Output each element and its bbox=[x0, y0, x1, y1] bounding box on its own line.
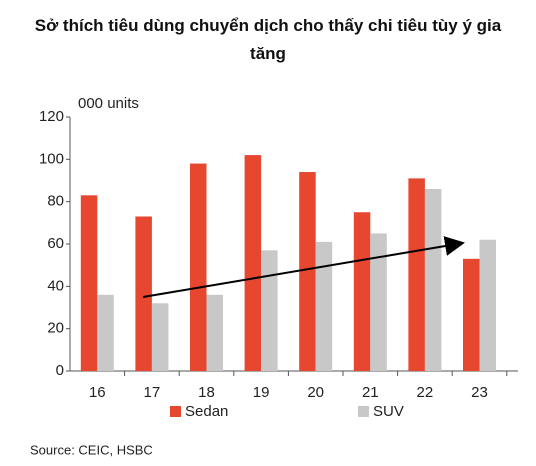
x-tick-label: 21 bbox=[362, 384, 379, 401]
bar bbox=[370, 233, 387, 371]
y-tick-label: 40 bbox=[47, 277, 64, 294]
bar bbox=[424, 188, 442, 371]
bar bbox=[408, 178, 425, 371]
x-tick-label: 20 bbox=[307, 384, 324, 401]
y-axis-label: 000 units bbox=[78, 95, 139, 112]
bar bbox=[244, 155, 262, 371]
x-tick-label: 19 bbox=[253, 384, 270, 401]
y-tick-label: 60 bbox=[47, 235, 64, 252]
bar bbox=[151, 303, 169, 371]
x-tick-label: 23 bbox=[471, 384, 488, 401]
y-tick-label: 80 bbox=[47, 193, 64, 210]
trend-arrow bbox=[142, 236, 465, 298]
bar bbox=[353, 212, 371, 371]
bar bbox=[190, 163, 207, 371]
legend-swatch bbox=[170, 406, 181, 417]
legend-label: Sedan bbox=[185, 403, 228, 420]
x-tick-label: 22 bbox=[417, 384, 434, 401]
x-tick-label: 18 bbox=[198, 384, 215, 401]
bar bbox=[97, 294, 114, 371]
legend-swatch bbox=[358, 406, 369, 417]
x-tick-label: 17 bbox=[144, 384, 161, 401]
bar bbox=[315, 241, 333, 371]
bar bbox=[206, 294, 223, 371]
bar bbox=[299, 172, 316, 371]
bar bbox=[135, 216, 152, 371]
legend-label: SUV bbox=[373, 403, 404, 420]
chart-title: Sở thích tiêu dùng chuyển dịch cho thấy … bbox=[34, 16, 502, 63]
x-tick-label: 16 bbox=[89, 384, 106, 401]
y-tick-label: 0 bbox=[56, 362, 64, 379]
bar bbox=[463, 258, 480, 371]
source: Source: CEIC, HSBC bbox=[30, 442, 153, 457]
bar bbox=[479, 239, 496, 371]
y-tick-label: 120 bbox=[39, 108, 64, 125]
y-tick-label: 20 bbox=[47, 320, 64, 337]
y-tick-label: 100 bbox=[39, 150, 64, 167]
bar bbox=[80, 195, 98, 371]
bar bbox=[261, 250, 278, 371]
